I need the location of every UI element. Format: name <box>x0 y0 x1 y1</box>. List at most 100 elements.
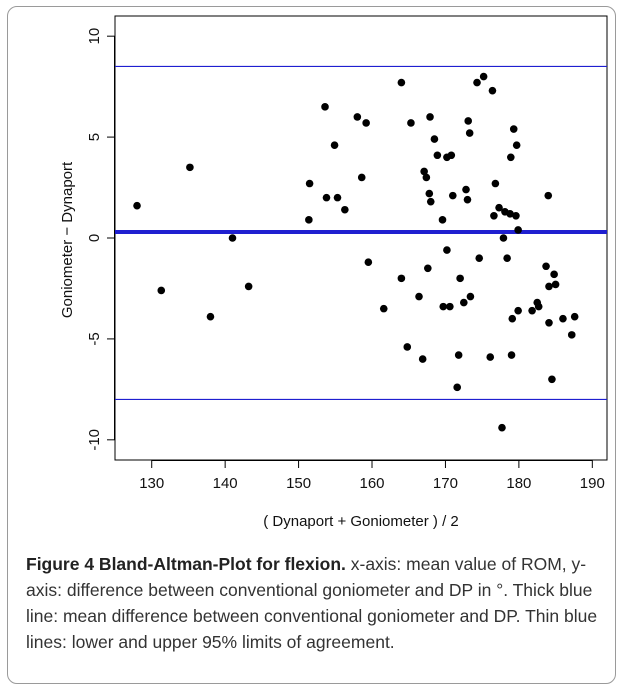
data-point <box>206 312 215 321</box>
data-point <box>460 298 468 307</box>
data-point <box>488 86 497 95</box>
data-point <box>509 125 518 133</box>
data-point <box>514 306 522 315</box>
data-point <box>528 306 536 315</box>
data-point <box>490 212 498 220</box>
data-point <box>486 353 495 361</box>
data-point <box>305 216 313 224</box>
data-point <box>426 113 434 121</box>
y-tick-label: -5 <box>86 332 103 345</box>
data-point <box>466 292 475 301</box>
data-point <box>425 189 434 198</box>
data-points <box>133 72 579 432</box>
data-point <box>570 312 579 321</box>
y-tick-label: -10 <box>86 429 103 451</box>
data-point <box>341 205 349 214</box>
data-point <box>186 163 194 172</box>
data-point <box>508 314 517 323</box>
data-point <box>443 246 451 254</box>
data-point <box>453 383 461 392</box>
data-point <box>415 292 423 301</box>
data-point <box>397 274 406 283</box>
data-point <box>456 274 464 283</box>
data-point <box>473 78 481 87</box>
figure-caption: Figure 4 Bland-Altman-Plot for flexion. … <box>26 551 606 655</box>
data-point <box>507 153 515 162</box>
data-point <box>545 318 553 327</box>
data-point <box>430 135 439 143</box>
x-tick-label: 130 <box>139 475 164 492</box>
data-point <box>447 151 456 160</box>
data-point <box>495 203 503 212</box>
data-point <box>418 355 427 363</box>
data-point <box>228 234 237 242</box>
data-point <box>498 423 506 432</box>
data-point <box>379 304 388 313</box>
plot-area-box <box>114 15 608 461</box>
reference-lines <box>115 65 607 401</box>
data-point <box>548 375 556 384</box>
y-tick-label: 10 <box>86 28 103 45</box>
data-point <box>462 185 470 194</box>
y-tick-label: 5 <box>86 133 103 141</box>
data-point <box>551 280 560 289</box>
figure-caption-text: x-axis: mean value of ROM, y-axis: diffe… <box>26 554 598 652</box>
data-point <box>422 173 431 182</box>
data-point <box>397 78 406 87</box>
data-point <box>330 141 339 149</box>
data-point <box>499 234 508 242</box>
figure-caption-label: Figure 4 Bland-Altman-Plot for flexion. <box>26 554 346 574</box>
data-point <box>407 119 415 127</box>
data-point <box>463 195 472 204</box>
x-tick-label: 150 <box>286 475 311 492</box>
x-axis: 130 140 150 160 170 180 190 <box>139 460 605 492</box>
figure-frame <box>7 6 616 684</box>
data-point <box>512 141 521 149</box>
data-point <box>357 173 366 182</box>
data-point <box>438 216 447 224</box>
data-point <box>514 226 522 234</box>
data-point <box>439 302 448 311</box>
data-point <box>550 270 558 279</box>
data-point <box>506 209 514 218</box>
data-point <box>133 201 141 210</box>
data-point <box>512 212 520 220</box>
y-axis: -10 -5 0 5 10 <box>86 28 115 451</box>
data-point <box>322 193 331 202</box>
y-tick-label: 0 <box>86 234 103 242</box>
data-point <box>454 351 463 359</box>
bland-altman-plot: 130 140 150 160 170 180 190 -10 -5 0 5 10 ( Dynapo… <box>59 15 608 530</box>
data-point <box>244 282 253 291</box>
data-point <box>542 262 550 271</box>
x-tick-label: 160 <box>359 475 384 492</box>
data-point <box>364 258 373 267</box>
data-point <box>426 197 435 206</box>
data-point <box>333 193 342 202</box>
data-point <box>424 264 432 273</box>
data-point <box>446 302 454 311</box>
data-point <box>479 72 488 81</box>
data-point <box>403 343 412 351</box>
x-tick-label: 190 <box>580 475 605 492</box>
data-point <box>507 351 516 359</box>
data-point <box>305 179 314 188</box>
data-point <box>475 254 484 262</box>
data-point <box>433 151 442 160</box>
data-point <box>353 113 362 121</box>
data-point <box>545 282 553 291</box>
data-point <box>157 286 166 295</box>
data-point <box>321 103 329 111</box>
data-point <box>567 331 576 339</box>
x-tick-label: 170 <box>433 475 458 492</box>
data-point <box>559 314 567 323</box>
data-point <box>420 167 428 176</box>
data-point <box>448 191 457 200</box>
data-point <box>362 119 370 127</box>
data-point <box>544 191 553 200</box>
y-axis-label: Goniometer − Dynaport <box>59 161 76 318</box>
data-point <box>464 117 473 125</box>
x-tick-label: 140 <box>213 475 238 492</box>
x-axis-label: ( Dynaport + Goniometer ) / 2 <box>263 513 459 530</box>
data-point <box>503 254 511 262</box>
x-tick-label: 180 <box>506 475 531 492</box>
